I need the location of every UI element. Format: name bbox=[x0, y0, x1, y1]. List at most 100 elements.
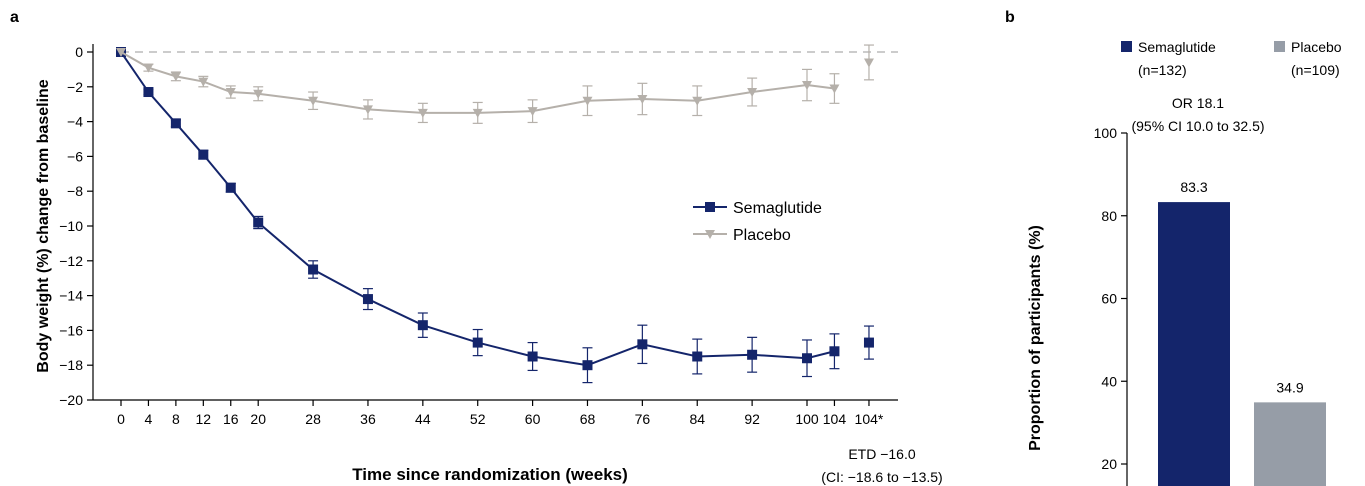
series-group bbox=[116, 44, 874, 384]
data-point-semaglutide bbox=[863, 337, 874, 348]
x-tick-label: 4 bbox=[145, 411, 153, 427]
bar-y-tick-label: 20 bbox=[1101, 456, 1117, 472]
data-point-semaglutide bbox=[747, 349, 758, 360]
y-tick-label: −20 bbox=[59, 392, 83, 408]
data-point-placebo bbox=[582, 96, 593, 106]
bar-group: 83.3 34.9 bbox=[1158, 179, 1326, 486]
x-tick-label: 68 bbox=[580, 411, 596, 427]
data-point-placebo bbox=[417, 108, 428, 118]
y-tick-group: 0 −2 −4 −6 −8 −10 −12 −14 −16 −18 −20 bbox=[59, 44, 93, 408]
x-tick-label: 100 bbox=[795, 411, 819, 427]
data-point-placebo bbox=[225, 88, 236, 98]
data-point-placebo bbox=[362, 105, 373, 115]
data-point-semaglutide bbox=[802, 353, 812, 364]
x-tick-label: 0 bbox=[117, 411, 125, 427]
bar-semaglutide bbox=[1158, 202, 1230, 486]
bar-legend-swatch-semaglutide bbox=[1121, 41, 1132, 52]
data-point-semaglutide bbox=[225, 182, 236, 193]
data-point-placebo bbox=[116, 48, 126, 57]
data-point-placebo bbox=[472, 108, 483, 118]
data-point-semaglutide bbox=[637, 339, 648, 350]
y-tick-label: −2 bbox=[67, 79, 83, 95]
bar-legend-n-placebo: (n=109) bbox=[1291, 62, 1340, 78]
x-tick-label: 104 bbox=[823, 411, 847, 427]
data-point-placebo bbox=[802, 81, 812, 91]
panel-b-bar-chart: 20 40 60 80 100 83.3 34.9 Proportion of parti… bbox=[1027, 39, 1342, 486]
y-tick-label: −8 bbox=[67, 183, 83, 199]
y-tick-label: −16 bbox=[59, 322, 83, 338]
data-point-placebo bbox=[308, 96, 319, 106]
data-point-placebo bbox=[170, 72, 181, 82]
x-tick-label: 104* bbox=[855, 411, 884, 427]
data-point-semaglutide bbox=[253, 217, 264, 228]
data-point-semaglutide bbox=[143, 87, 154, 98]
bar-legend-label-semaglutide: Semaglutide bbox=[1138, 39, 1216, 55]
y-tick-label: −14 bbox=[59, 288, 83, 304]
legend-marker-placebo bbox=[705, 230, 715, 239]
y-tick-label: −6 bbox=[67, 148, 83, 164]
x-tick-label: 12 bbox=[196, 411, 212, 427]
bar-legend-swatch-placebo bbox=[1274, 41, 1285, 52]
legend-label-semaglutide: Semaglutide bbox=[733, 200, 822, 217]
bar-y-tick-label: 40 bbox=[1101, 373, 1117, 389]
x-tick-label: 44 bbox=[415, 411, 431, 427]
x-tick-group: 0 4 8 12 16 20 28 36 44 52 60 68 76 84 92 100 104 104* bbox=[117, 400, 884, 427]
bar-y-tick-label: 60 bbox=[1101, 291, 1117, 307]
x-axis-label: Time since randomization (weeks) bbox=[352, 465, 628, 484]
data-point-semaglutide bbox=[527, 351, 538, 362]
panel-b-label: b bbox=[1005, 9, 1015, 26]
bar-value-label: 83.3 bbox=[1180, 179, 1207, 195]
y-tick-label: −18 bbox=[59, 357, 83, 373]
x-tick-label: 52 bbox=[470, 411, 486, 427]
bar-y-axis-label: Proportion of participants (%) bbox=[1027, 225, 1044, 451]
bar-placebo bbox=[1254, 402, 1326, 486]
data-point-semaglutide bbox=[582, 360, 593, 371]
data-point-placebo bbox=[527, 107, 538, 117]
data-point-placebo bbox=[198, 77, 209, 87]
legend-label-placebo: Placebo bbox=[733, 227, 791, 244]
or-annotation-line1: OR 18.1 bbox=[1172, 95, 1224, 111]
data-point-semaglutide bbox=[362, 294, 373, 305]
x-tick-label: 60 bbox=[525, 411, 541, 427]
data-point-placebo bbox=[143, 63, 154, 73]
bar-legend: Semaglutide (n=132) Placebo (n=109) bbox=[1121, 39, 1342, 78]
bar-y-tick-group: 20 40 60 80 100 bbox=[1094, 125, 1127, 472]
data-point-semaglutide bbox=[692, 351, 703, 362]
data-point-placebo bbox=[829, 84, 840, 94]
data-point-placebo bbox=[253, 89, 264, 99]
data-point-placebo bbox=[863, 58, 874, 68]
x-tick-label: 8 bbox=[172, 411, 180, 427]
bar-legend-label-placebo: Placebo bbox=[1291, 39, 1342, 55]
y-tick-label: −12 bbox=[59, 253, 83, 269]
data-point-semaglutide bbox=[198, 149, 209, 160]
etd-annotation-line1: ETD −16.0 bbox=[848, 446, 916, 462]
bar-y-tick-label: 100 bbox=[1094, 125, 1118, 141]
x-tick-label: 92 bbox=[744, 411, 760, 427]
panel-a-line-chart: 0 −2 −4 −6 −8 −10 −12 −14 −16 −18 −20 0 4 8 12 16 20 28 3… bbox=[35, 44, 943, 485]
x-tick-label: 84 bbox=[689, 411, 705, 427]
x-tick-label: 16 bbox=[223, 411, 239, 427]
or-annotation-line2: (95% CI 10.0 to 32.5) bbox=[1131, 118, 1264, 134]
x-tick-label: 76 bbox=[635, 411, 651, 427]
data-point-semaglutide bbox=[308, 264, 319, 275]
data-point-semaglutide bbox=[170, 118, 181, 129]
data-point-semaglutide bbox=[829, 346, 840, 357]
x-tick-label: 28 bbox=[305, 411, 321, 427]
data-point-placebo bbox=[747, 88, 758, 98]
series-line-semaglutide bbox=[120, 51, 835, 367]
bar-value-label: 34.9 bbox=[1276, 379, 1303, 395]
data-point-semaglutide bbox=[417, 320, 428, 331]
legend: Semaglutide Placebo bbox=[693, 200, 822, 244]
etd-annotation-line2: (CI: −18.6 to −13.5) bbox=[821, 469, 942, 485]
data-point-placebo bbox=[637, 94, 648, 104]
y-tick-label: −4 bbox=[67, 114, 83, 130]
y-tick-label: −10 bbox=[59, 218, 83, 234]
x-tick-label: 20 bbox=[250, 411, 266, 427]
data-point-placebo bbox=[692, 96, 703, 106]
panel-a-label: a bbox=[10, 9, 19, 26]
data-point-semaglutide bbox=[472, 337, 483, 348]
bar-legend-n-semaglutide: (n=132) bbox=[1138, 62, 1187, 78]
x-tick-label: 36 bbox=[360, 411, 376, 427]
y-tick-label: 0 bbox=[75, 44, 83, 60]
